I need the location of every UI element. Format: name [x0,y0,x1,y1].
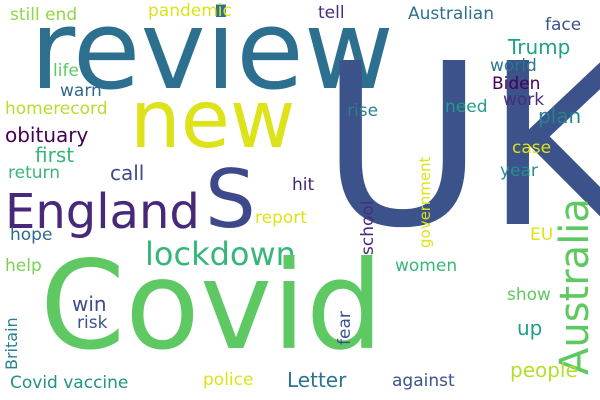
word-plan: plan [538,104,582,128]
word-case: case [512,138,552,158]
word-people: people [510,358,578,382]
word-homerecord: homerecord [5,99,108,119]
word-win: win [72,292,107,316]
word-first: first [35,143,75,167]
word-life: life [53,61,79,81]
word-government: government [416,156,434,248]
word-world: world [490,56,537,76]
word-trump: Trump [508,35,571,59]
word-letter: Letter [287,368,347,392]
word-tell: tell [318,3,345,23]
word-up: up [517,316,543,340]
word-covid-vaccine: Covid vaccine [10,373,129,393]
word-year: year [500,161,538,181]
word-work: work [503,90,545,110]
word-fear: fear [335,311,355,345]
word-against: against [392,371,455,391]
word-eu: EU [530,225,554,245]
word-still-end: still end [10,5,78,25]
word-women: women [395,256,458,276]
word-warn: warn [60,81,102,101]
word-rise: rise [347,101,379,121]
word-help: help [5,256,42,276]
word-need: need [445,97,488,117]
word-return: return [8,163,60,183]
word-new: new [130,73,296,166]
word-review: review [30,0,394,114]
word-england: England [5,184,200,240]
word-s: S [205,153,256,246]
word-police: police [203,370,254,390]
word-report: report [255,208,307,228]
word-lockdown: lockdown [145,235,296,273]
word-hit: hit [292,175,315,195]
word-call: call [110,161,145,185]
word-australia: Australia [552,198,598,375]
word-uk: UK [320,16,600,278]
word-obituary: obituary [5,123,89,147]
word-face: face [545,15,582,35]
word-show: show [507,285,551,305]
word-covid: Covid [40,235,384,377]
word-school: school [358,200,378,255]
word-pandemic: pandemic [148,1,232,21]
word-biden: Biden [492,74,541,94]
word-australian: Australian [408,4,494,24]
word-risk: risk [77,313,108,333]
word-britain: Britain [2,317,21,370]
word-hope: hope [10,225,53,245]
